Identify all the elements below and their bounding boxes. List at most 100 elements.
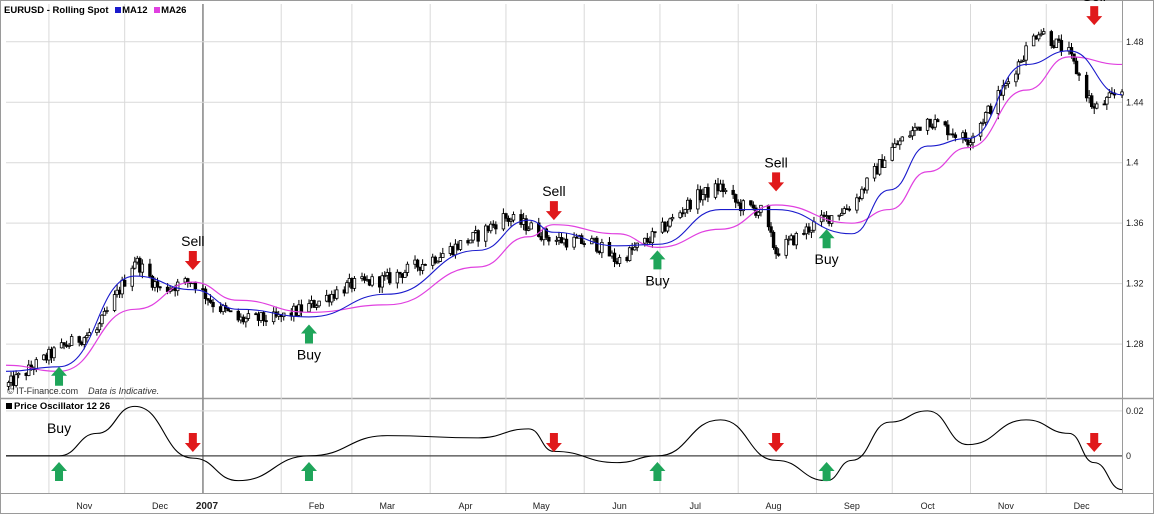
- sell-label: Sell: [181, 233, 204, 249]
- candle-down: [226, 308, 230, 312]
- candle-down: [579, 235, 584, 244]
- candle-down: [776, 253, 781, 256]
- candle-down: [935, 119, 940, 123]
- buy-arrow-icon: [51, 462, 68, 481]
- x-tick-label: Apr: [459, 501, 473, 511]
- candle-up: [668, 218, 672, 227]
- candle-up: [420, 264, 425, 271]
- buy-arrow-icon: [818, 462, 835, 481]
- candle-down: [1049, 31, 1054, 46]
- candle-up: [893, 143, 897, 148]
- price-panel-header: EURUSD - Rolling Spot MA12 MA26: [4, 5, 186, 16]
- candle-up: [978, 122, 983, 137]
- candle-up: [489, 223, 493, 232]
- candle-up: [441, 253, 445, 258]
- candle-up: [244, 317, 248, 323]
- candle-up: [701, 194, 705, 201]
- candle-up: [484, 225, 488, 242]
- buy-arrow-icon: [300, 324, 317, 344]
- candle-up: [246, 313, 251, 319]
- candle-down: [236, 310, 240, 321]
- sell-arrow-icon: [184, 251, 201, 271]
- candle-up: [405, 263, 410, 273]
- candle-up: [855, 197, 859, 211]
- candle-down: [582, 243, 586, 245]
- candle-up: [829, 215, 834, 224]
- candle-up: [683, 209, 687, 214]
- candle-up: [468, 239, 473, 244]
- candle-up: [438, 257, 442, 262]
- candle-up: [665, 225, 670, 232]
- candle-up: [511, 214, 516, 221]
- candle-up: [842, 208, 846, 214]
- candle-up: [1031, 35, 1036, 47]
- candle-down: [362, 276, 367, 281]
- candle-up: [345, 282, 349, 294]
- candle-down: [423, 264, 427, 266]
- candle-down: [953, 134, 958, 138]
- buy-label: Buy: [47, 420, 71, 436]
- candle-down: [769, 226, 773, 233]
- candle-down: [433, 256, 437, 264]
- candle-up: [1019, 60, 1023, 63]
- candle-down: [208, 299, 213, 303]
- candle-down: [544, 228, 549, 238]
- candle-down: [148, 263, 152, 277]
- candle-up: [271, 311, 276, 323]
- candle-down: [688, 199, 692, 210]
- candle-down: [158, 286, 162, 289]
- ma12-legend: MA12: [122, 5, 148, 16]
- x-tick-label: Nov: [998, 501, 1015, 511]
- sell-arrow-icon: [1086, 6, 1103, 26]
- candle-up: [600, 241, 604, 254]
- candle-down: [1057, 38, 1061, 41]
- candle-up: [14, 374, 18, 386]
- candle-up: [898, 140, 902, 146]
- y-tick-label: 1.32: [1126, 279, 1144, 289]
- sell-label: Sell: [764, 154, 787, 170]
- candle-down: [951, 133, 955, 136]
- sell-label: Sell: [542, 183, 565, 199]
- candle-up: [787, 238, 791, 241]
- candle-down: [564, 238, 569, 248]
- candle-up: [352, 278, 357, 289]
- candle-up: [882, 159, 887, 168]
- x-tick-label: Dec: [1074, 501, 1091, 511]
- candle-up: [314, 305, 319, 308]
- candle-up: [140, 263, 145, 273]
- candle-down: [29, 364, 33, 370]
- candle-up: [756, 211, 761, 216]
- candle-up: [501, 213, 506, 230]
- candle-down: [733, 194, 738, 203]
- x-tick-label: Aug: [766, 501, 782, 511]
- y-tick-label: 1.28: [1126, 339, 1144, 349]
- y-tick-label: 1.44: [1126, 97, 1144, 107]
- candle-down: [476, 230, 480, 242]
- x-tick-label: Jul: [690, 501, 702, 511]
- candle-down: [398, 271, 402, 275]
- y-tick-label: 1.36: [1126, 218, 1144, 228]
- y-tick-label: 0.02: [1126, 406, 1144, 416]
- candle-down: [62, 342, 66, 346]
- gridlines: [0, 0, 1154, 494]
- ma12-swatch: [115, 6, 122, 13]
- x-tick-label: Dec: [152, 501, 169, 511]
- sell-arrow-icon: [768, 172, 785, 192]
- candle-up: [509, 219, 513, 222]
- candle-up: [529, 222, 533, 230]
- candle-up: [723, 189, 728, 192]
- ma26-swatch: [154, 6, 161, 13]
- candle-up: [741, 200, 745, 212]
- candle-up: [784, 238, 788, 256]
- candle-up: [933, 119, 937, 128]
- candle-up: [458, 240, 463, 250]
- buy-arrow-icon: [649, 250, 666, 270]
- buy-arrow-icon: [51, 366, 68, 386]
- candle-down: [946, 124, 950, 136]
- candle-up: [6, 382, 11, 387]
- candle-up: [380, 275, 384, 288]
- candle-up: [1039, 33, 1043, 36]
- candle-up: [383, 275, 387, 277]
